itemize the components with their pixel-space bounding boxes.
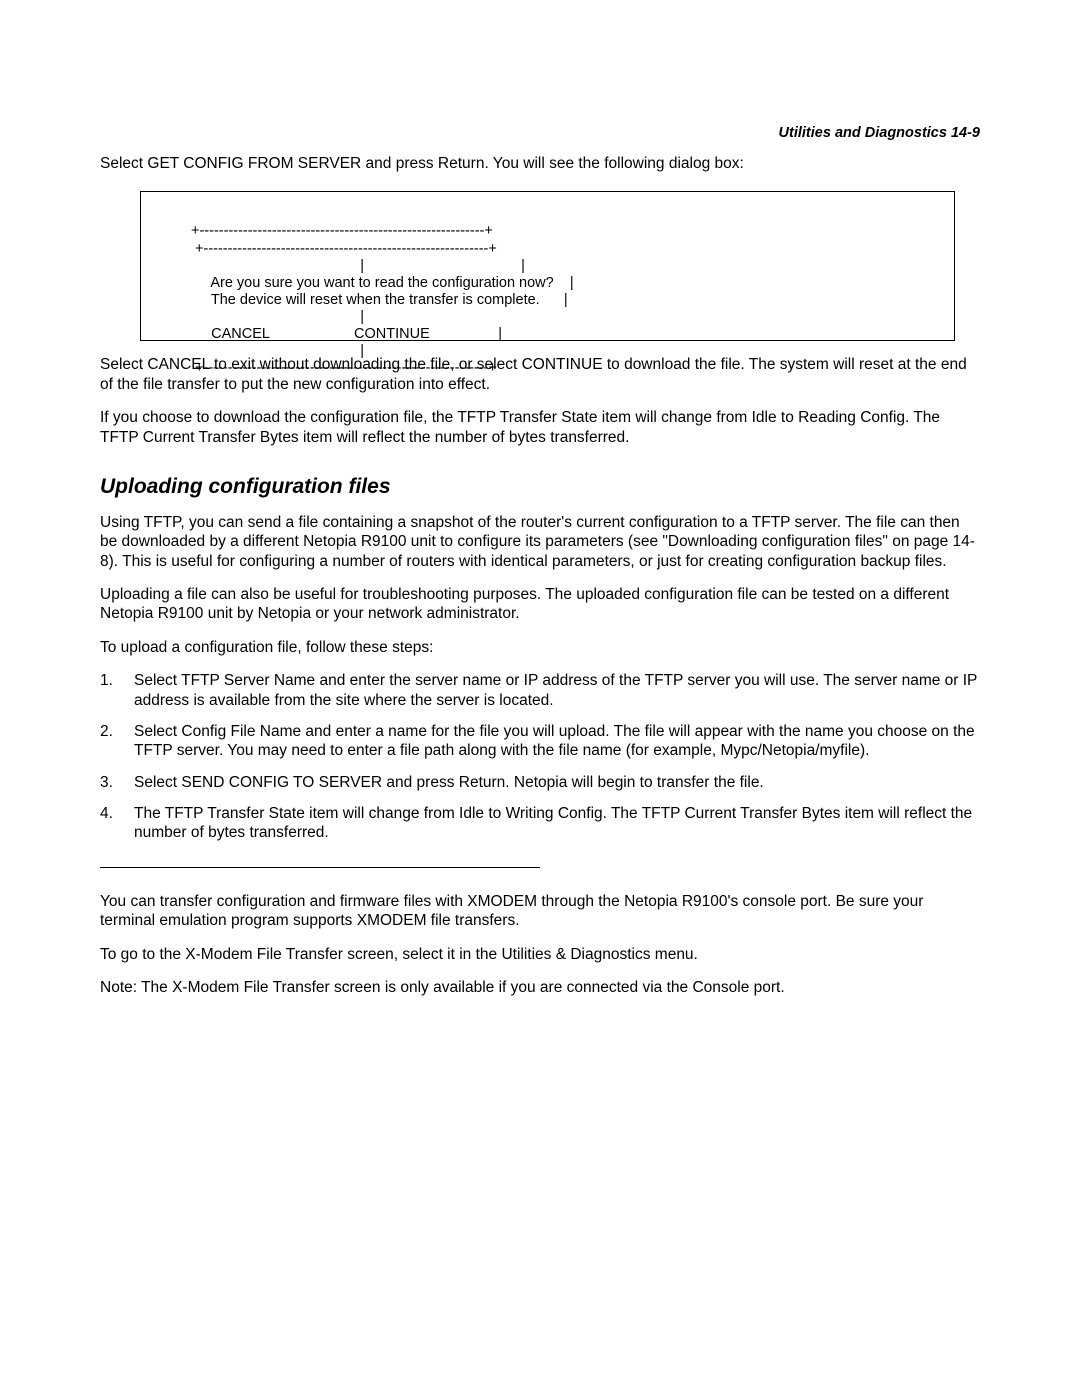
document-page: Utilities and Diagnostics 14-9 Select GE… — [0, 0, 1080, 1397]
dialog-message-line2: The device will reset when the transfer … — [191, 292, 934, 309]
list-item: Select TFTP Server Name and enter the se… — [100, 671, 980, 710]
list-item: The TFTP Transfer State item will change… — [100, 804, 980, 843]
section-heading-uploading: Uploading configuration files — [100, 475, 980, 499]
page-header-right: Utilities and Diagnostics 14-9 — [779, 125, 980, 141]
dialog-border-top: +---------------------------------------… — [191, 223, 934, 240]
dialog-buttons-line: CANCEL CONTINUE | — [191, 326, 934, 343]
upload-paragraph-2: Uploading a file can also be useful for … — [100, 585, 980, 624]
dialog-pipe: | | — [191, 258, 934, 275]
horizontal-rule — [100, 867, 540, 868]
upload-paragraph-3: To upload a configuration file, follow t… — [100, 638, 980, 657]
xmodem-paragraph-3: Note: The X-Modem File Transfer screen i… — [100, 978, 980, 997]
list-item: Select Config File Name and enter a name… — [100, 722, 980, 761]
xmodem-paragraph-1: You can transfer configuration and firmw… — [100, 892, 980, 931]
after-dialog-paragraph-1: Select CANCEL to exit without downloadin… — [100, 355, 980, 394]
list-item: Select SEND CONFIG TO SERVER and press R… — [100, 773, 980, 792]
intro-paragraph: Select GET CONFIG FROM SERVER and press … — [100, 154, 980, 173]
dialog-message-line1: Are you sure you want to read the config… — [191, 275, 934, 292]
upload-steps-list: Select TFTP Server Name and enter the se… — [100, 671, 980, 843]
terminal-dialog-box: +---------------------------------------… — [140, 191, 955, 341]
xmodem-paragraph-2: To go to the X-Modem File Transfer scree… — [100, 945, 980, 964]
upload-paragraph-1: Using TFTP, you can send a file containi… — [100, 513, 980, 571]
dialog-pipe2: | — [191, 309, 934, 326]
after-dialog-paragraph-2: If you choose to download the configurat… — [100, 408, 980, 447]
dialog-border-top2: +---------------------------------------… — [191, 241, 934, 258]
